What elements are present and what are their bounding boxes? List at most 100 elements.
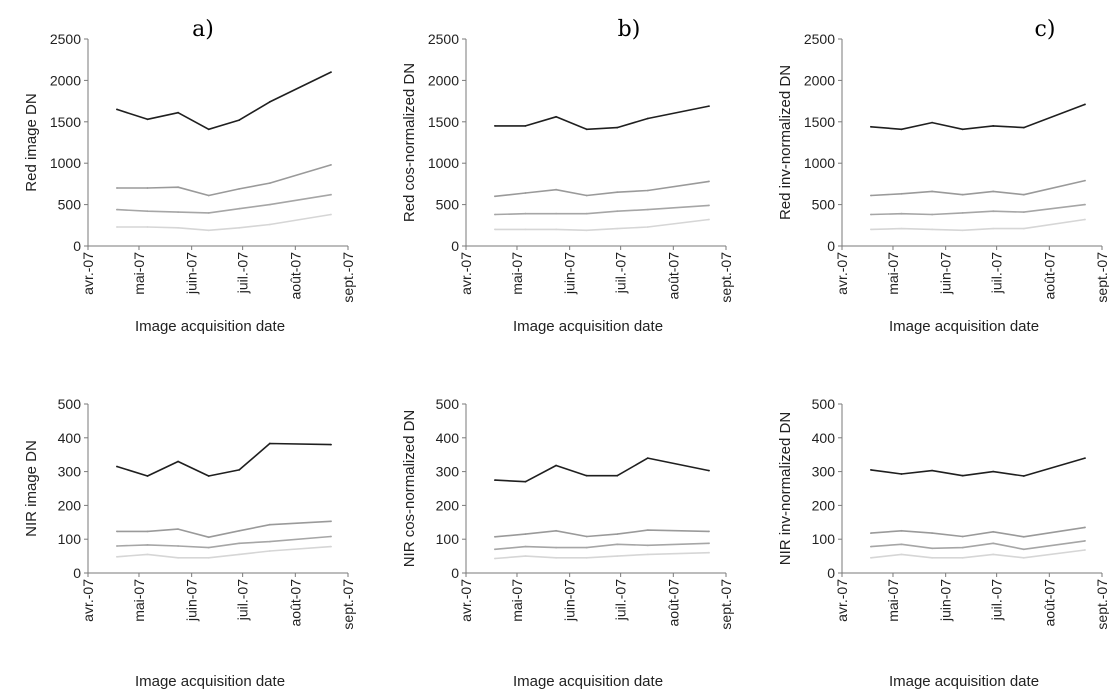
data-point <box>524 212 527 215</box>
y-tick-label: 400 <box>812 430 836 446</box>
chart-panel-2: 0 500 1000 1500 2000 2500 avr.-07 mai-07 juin-07… <box>401 31 734 335</box>
data-point <box>585 474 588 477</box>
data-point <box>207 212 210 214</box>
data-point <box>238 553 241 556</box>
x-tick-label: juin-07 <box>562 252 578 295</box>
data-point <box>961 212 964 214</box>
data-point <box>585 556 588 559</box>
data-point <box>146 210 149 213</box>
data-point <box>268 223 271 226</box>
data-point <box>870 213 872 216</box>
data-point <box>555 529 557 532</box>
data-point <box>207 229 210 232</box>
y-tick-label: 500 <box>812 396 836 412</box>
series-line-3 <box>494 204 710 216</box>
data-point <box>961 229 964 232</box>
x-axis-title: Image acquisition date <box>135 673 285 690</box>
y-tick-label: 200 <box>436 497 460 513</box>
y-tick-label: 0 <box>451 238 459 254</box>
data-point <box>1084 549 1086 551</box>
data-point <box>177 545 180 547</box>
data-point <box>146 187 149 189</box>
data-point <box>931 121 933 124</box>
data-point <box>238 226 241 229</box>
data-point <box>116 108 118 111</box>
x-tick-label: mai-07 <box>131 252 147 295</box>
y-tick-label: 100 <box>436 531 460 547</box>
x-tick-label: juin-07 <box>184 252 200 295</box>
series-line-3 <box>870 203 1086 216</box>
data-point <box>524 533 527 535</box>
data-point <box>708 180 710 183</box>
data-point <box>238 119 241 121</box>
data-point <box>616 210 619 213</box>
data-point <box>268 523 271 526</box>
x-tick-label: juin-07 <box>938 579 954 622</box>
data-point <box>238 529 241 532</box>
data-point <box>207 556 210 559</box>
data-point <box>524 555 527 557</box>
x-tick-label: mai-07 <box>509 579 525 622</box>
data-point <box>146 553 149 556</box>
chart-panel-6: 0 100 200 300 400 500 avr.-07 mai-07 juin-07 juil… <box>777 396 1109 690</box>
panel-label-b: b) <box>618 17 641 42</box>
data-point <box>870 469 872 471</box>
data-point <box>585 212 588 215</box>
data-point <box>555 212 557 215</box>
data-point <box>585 229 588 232</box>
y-tick-label: 1000 <box>50 155 81 171</box>
x-tick-label: août-07 <box>665 579 681 627</box>
data-point <box>146 530 149 533</box>
data-point <box>992 190 995 193</box>
data-point <box>992 210 995 213</box>
x-tick-label: avr.-07 <box>80 252 96 295</box>
panel-label-a: a) <box>192 17 214 42</box>
data-point <box>708 105 710 107</box>
data-point <box>900 128 903 131</box>
data-point <box>555 556 557 559</box>
data-point <box>992 530 995 533</box>
data-point <box>330 213 332 216</box>
y-tick-label: 500 <box>58 197 82 213</box>
data-point <box>207 128 210 131</box>
x-tick-label: avr.-07 <box>458 252 474 295</box>
y-tick-label: 1500 <box>50 114 81 130</box>
series-line-2 <box>116 520 332 539</box>
data-point <box>961 556 964 559</box>
data-point <box>931 547 933 550</box>
x-axis-title: Image acquisition date <box>889 318 1039 335</box>
data-point <box>330 545 332 548</box>
data-point <box>992 542 995 545</box>
data-point <box>931 469 933 472</box>
data-point <box>146 475 149 477</box>
y-tick-label: 0 <box>451 565 459 581</box>
x-tick-label: juin-07 <box>562 579 578 622</box>
series-line-3 <box>116 193 332 214</box>
data-point <box>646 226 649 228</box>
data-point <box>524 545 527 548</box>
y-tick-label: 500 <box>436 396 460 412</box>
y-tick-label: 100 <box>812 531 836 547</box>
data-point <box>616 191 619 194</box>
data-point <box>616 126 619 129</box>
y-tick-label: 400 <box>58 430 82 446</box>
x-tick-label: mai-07 <box>885 579 901 622</box>
data-point <box>961 193 964 196</box>
x-tick-label: juin-07 <box>184 579 200 622</box>
y-tick-label: 0 <box>73 565 81 581</box>
series-line-1 <box>870 103 1086 131</box>
x-tick-label: août-07 <box>287 579 303 627</box>
data-point <box>708 204 710 207</box>
y-tick-label: 300 <box>58 464 82 480</box>
series-line-3 <box>870 540 1086 551</box>
data-point <box>992 470 995 473</box>
series-line-4 <box>494 551 710 560</box>
x-axis-title: Image acquisition date <box>135 318 285 335</box>
data-point <box>177 186 180 189</box>
data-point <box>494 557 496 560</box>
y-tick-label: 2000 <box>804 72 835 88</box>
data-point <box>870 228 872 231</box>
y-tick-label: 1000 <box>428 155 459 171</box>
data-point <box>870 556 872 559</box>
y-tick-label: 200 <box>58 497 82 513</box>
